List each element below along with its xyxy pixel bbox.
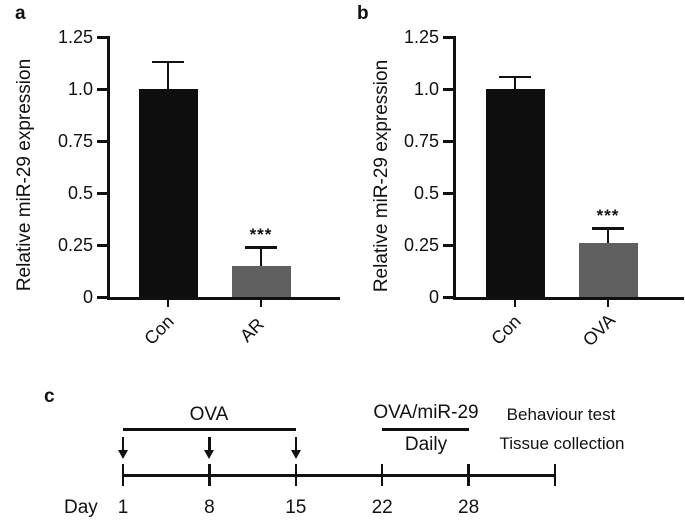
- y-tick-label: 0.25: [57, 235, 93, 255]
- y-tick-label: 1.25: [403, 27, 439, 47]
- y-tick: [443, 244, 453, 247]
- error-bar-cap: [152, 60, 184, 64]
- injection-arrow-stem: [208, 437, 211, 451]
- x-axis-line: [107, 297, 340, 300]
- timeline-tick: [380, 464, 384, 486]
- y-tick-label: 0.25: [403, 235, 439, 255]
- timeline-tick: [553, 464, 557, 486]
- y-tick: [443, 88, 453, 91]
- x-category-label: Con: [487, 311, 525, 349]
- error-bar-cap: [592, 227, 624, 230]
- x-tick: [166, 300, 170, 307]
- panel-c-label: c: [44, 386, 55, 407]
- ova-span-line: [123, 428, 296, 431]
- timeline-tick: [121, 464, 125, 486]
- day-tick-label: 8: [204, 497, 215, 518]
- injection-arrow-stem: [294, 437, 298, 451]
- panel-b-label: b: [357, 3, 369, 24]
- ova-sensitization-label: OVA: [189, 404, 229, 425]
- bar-ova: [578, 242, 638, 297]
- bar-con: [138, 89, 198, 297]
- bar-con: [485, 89, 545, 297]
- day-axis-label: Day: [64, 497, 98, 518]
- timeline-axis: [123, 474, 555, 477]
- error-bar-cap: [245, 246, 277, 249]
- error-bar-stem: [513, 76, 517, 89]
- x-axis-line: [453, 297, 684, 300]
- bar-ar: [231, 265, 291, 297]
- error-bar-stem: [606, 228, 610, 243]
- injection-arrow-head: [118, 450, 128, 459]
- significance-stars: ***: [249, 225, 273, 245]
- tissue-collection-note: Tissue collection: [499, 434, 625, 453]
- injection-arrow-head: [204, 450, 215, 459]
- y-tick: [97, 88, 107, 91]
- timeline-tick: [208, 464, 211, 486]
- x-tick: [606, 300, 610, 307]
- day-tick-label: 28: [458, 497, 480, 518]
- y-tick-label: 1.0: [413, 79, 439, 99]
- y-tick-label: 1.25: [57, 27, 93, 47]
- y-tick-label: 0: [428, 287, 439, 307]
- y-tick: [97, 140, 107, 143]
- treatment-label: OVA/miR-29: [373, 402, 479, 423]
- day-tick-label: 1: [117, 497, 129, 518]
- y-tick-label: 0.5: [67, 183, 93, 203]
- day-tick-label: 15: [285, 497, 307, 518]
- day-tick-label: 22: [371, 497, 393, 518]
- x-category-label: OVA: [578, 309, 620, 351]
- timeline-tick: [467, 464, 470, 486]
- panel-a-y-axis-title: Relative miR-29 expression: [14, 58, 35, 292]
- panel-a-label: a: [15, 3, 26, 24]
- y-tick: [97, 192, 107, 195]
- y-axis-line: [453, 36, 456, 299]
- error-bar-stem: [166, 61, 170, 89]
- y-tick: [443, 192, 453, 195]
- y-tick: [97, 244, 107, 247]
- y-tick: [443, 140, 453, 143]
- x-tick: [259, 300, 263, 307]
- injection-arrow-head: [290, 450, 301, 459]
- significance-stars: ***: [596, 206, 620, 226]
- y-tick: [443, 36, 453, 39]
- y-axis-line: [107, 36, 110, 299]
- x-category-label: AR: [236, 314, 268, 346]
- treatment-daily-label: Daily: [404, 434, 448, 455]
- y-tick-label: 0.75: [403, 131, 439, 151]
- y-tick-label: 0.5: [413, 183, 439, 203]
- y-tick: [97, 296, 107, 299]
- timeline-tick: [294, 464, 298, 486]
- x-category-label: Con: [140, 311, 178, 349]
- y-tick: [97, 36, 107, 39]
- y-tick-label: 1.0: [67, 79, 93, 99]
- error-bar-stem: [259, 247, 263, 266]
- treatment-span-line: [382, 428, 469, 431]
- y-tick: [443, 296, 453, 299]
- error-bar-cap: [499, 75, 531, 79]
- injection-arrow-stem: [121, 437, 125, 451]
- y-tick-label: 0.75: [57, 131, 93, 151]
- y-tick-label: 0: [82, 287, 93, 307]
- behaviour-test-note: Behaviour test: [506, 405, 616, 424]
- x-tick: [513, 300, 517, 307]
